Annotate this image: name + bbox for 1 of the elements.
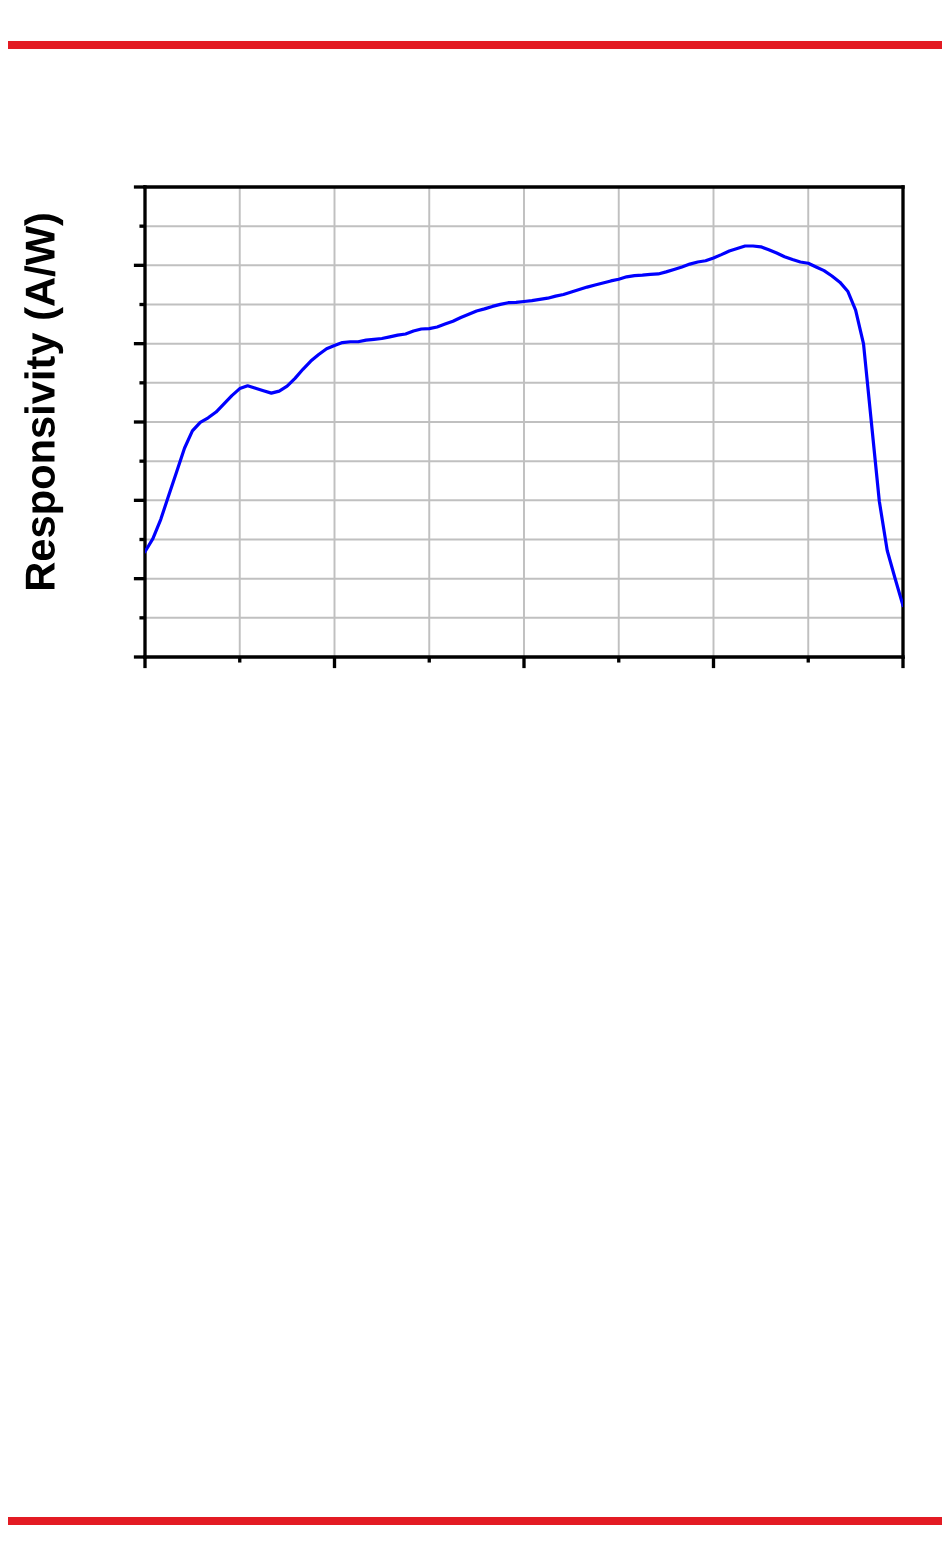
y-axis-title: Responsivity (A/W) — [24, 214, 64, 590]
